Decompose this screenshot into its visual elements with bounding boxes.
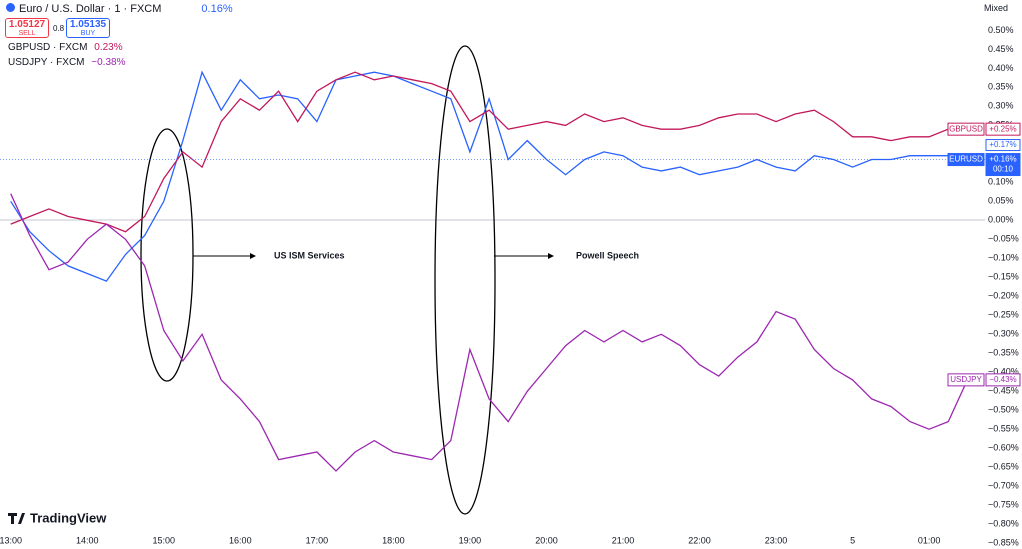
y-tick-label: −0.20%	[988, 291, 1019, 301]
y-tick-label: −0.15%	[988, 272, 1019, 282]
y-tick-label: 0.30%	[988, 101, 1014, 111]
symbol-title: Euro / U.S. Dollar · 1 · FXCM 0.16%	[6, 3, 233, 15]
arrowhead	[250, 253, 256, 259]
compare-row: USDJPY · FXCM −0.38%	[8, 57, 125, 68]
y-tick-label: −0.65%	[988, 462, 1019, 472]
name-tag	[947, 373, 985, 387]
y-tick-label: −0.80%	[988, 519, 1019, 529]
name-tag	[947, 122, 985, 136]
value-tag	[985, 153, 1021, 177]
ellipse	[140, 128, 194, 382]
x-tick-label: 16:00	[229, 535, 252, 545]
series-name: GBPUSD	[949, 124, 983, 133]
change: 0.16%	[201, 3, 233, 15]
y-tick-label: 0.35%	[988, 82, 1014, 92]
sell-button[interactable]: 1.05127 SELL	[5, 18, 49, 38]
y-tick-label: −0.25%	[988, 310, 1019, 320]
series-line	[10, 71, 968, 233]
x-tick-label: 22:00	[688, 535, 711, 545]
x-tick-label: 23:00	[765, 535, 788, 545]
y-tick-label: 0.10%	[988, 177, 1014, 187]
compare-symbol: USDJPY · FXCM	[8, 57, 85, 68]
icon	[6, 3, 15, 12]
series-line	[10, 193, 968, 472]
y-tick-label: −0.85%	[988, 538, 1019, 548]
y-tick-label: −0.50%	[988, 405, 1019, 415]
series-line	[10, 70, 968, 282]
annotation: US ISM Services	[274, 250, 345, 260]
x-tick-label: 21:00	[612, 535, 635, 545]
sell-price: 1.05127	[8, 19, 46, 30]
compare-symbol: GBPUSD · FXCM	[8, 42, 88, 53]
series-name: USDJPY	[950, 375, 982, 384]
buy-price: 1.05135	[69, 19, 107, 30]
series-name: EURUSD	[949, 155, 983, 164]
brand: TradingView	[8, 510, 107, 525]
x-tick-label: 19:00	[459, 535, 482, 545]
x-tick-label: 01:00	[918, 535, 941, 545]
value-tag-label: +0.16%	[989, 155, 1016, 164]
x-tick-label: 5	[850, 535, 855, 545]
y-tick-label: −0.10%	[988, 253, 1019, 263]
value-tag	[985, 139, 1021, 152]
value-tag-label: +0.17%	[989, 140, 1016, 149]
compare-change: 0.23%	[94, 42, 123, 53]
x-tick-label: 18:00	[382, 535, 405, 545]
y-tick-label: 0.40%	[988, 63, 1014, 73]
logo	[8, 513, 25, 524]
title: Euro / U.S. Dollar · 1 · FXCM	[19, 3, 162, 15]
y-tick-label: 0.05%	[988, 196, 1014, 206]
value-tag-label: −0.43%	[989, 375, 1016, 384]
y-tick-label: −0.35%	[988, 348, 1019, 358]
y-tick-label: −0.40%	[988, 367, 1019, 377]
compare-row: GBPUSD · FXCM 0.23%	[8, 42, 123, 53]
annotation: Powell Speech	[576, 250, 639, 260]
sell-label: SELL	[18, 30, 36, 37]
value-tag-label: +0.25%	[989, 124, 1016, 133]
y-tick-label: 0.00%	[988, 215, 1014, 225]
y-tick-label: −0.60%	[988, 443, 1019, 453]
buy-button[interactable]: 1.05135 BUY	[66, 18, 110, 38]
ellipse	[434, 45, 496, 515]
buy-label: BUY	[80, 30, 96, 37]
x-tick-label: 14:00	[76, 535, 99, 545]
brand-name: TradingView	[30, 510, 107, 525]
y-tick-label: 0.45%	[988, 44, 1014, 54]
scale-mode[interactable]: Mixed	[984, 3, 1009, 13]
time-left: 00:10	[993, 165, 1014, 174]
x-tick-label: 17:00	[306, 535, 329, 545]
y-tick-label: −0.45%	[988, 386, 1019, 396]
y-tick-label: −0.55%	[988, 424, 1019, 434]
x-tick-label: 13:00	[0, 535, 22, 545]
compare-change: −0.38%	[91, 57, 126, 68]
spread: 0.8	[53, 24, 65, 33]
y-tick-label: −0.30%	[988, 329, 1019, 339]
y-tick-label: −0.70%	[988, 481, 1019, 491]
x-tick-label: 20:00	[535, 535, 558, 545]
value-tag	[985, 373, 1021, 387]
arrowhead	[548, 253, 554, 259]
y-tick-label: −0.05%	[988, 234, 1019, 244]
value-tag	[985, 122, 1021, 136]
y-tick-label: 0.50%	[988, 25, 1014, 35]
x-tick-label: 15:00	[153, 535, 176, 545]
y-tick-label: −0.75%	[988, 500, 1019, 510]
